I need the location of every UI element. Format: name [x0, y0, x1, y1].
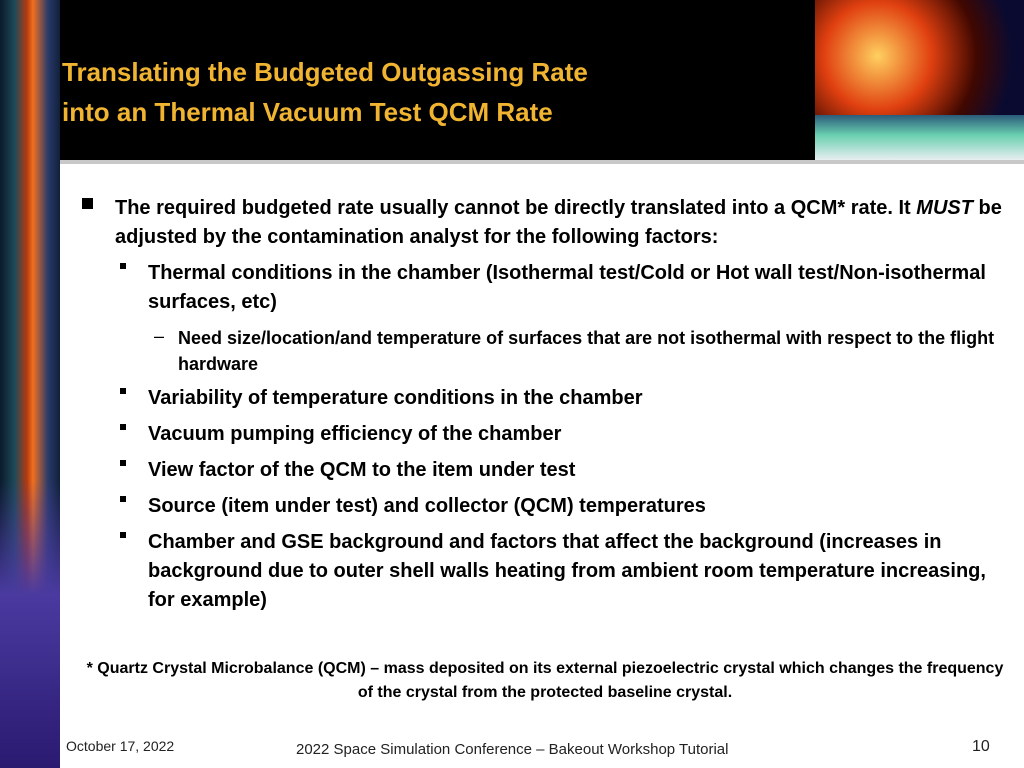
- sub-bullet: Vacuum pumping efficiency of the chamber: [120, 420, 1008, 449]
- footer-date: October 17, 2022: [66, 738, 175, 754]
- bullet-text: The required budgeted rate usually canno…: [115, 197, 917, 219]
- sub-bullet: Thermal conditions in the chamber (Isoth…: [120, 259, 1008, 317]
- decor-strip: [0, 480, 60, 768]
- header-band: [60, 0, 815, 160]
- bullet-list: The required budgeted rate usually canno…: [82, 194, 1015, 615]
- bullet: The required budgeted rate usually canno…: [82, 194, 1015, 252]
- sub-bullet: Chamber and GSE background and factors t…: [120, 528, 1008, 615]
- sub-bullet: Variability of temperature conditions in…: [120, 384, 1008, 413]
- sub-sub-bullet: Need size/location/and temperature of su…: [154, 323, 1008, 377]
- sub-bullet: Source (item under test) and collector (…: [120, 492, 1008, 521]
- bullet-text: be adjusted by the contamination analyst…: [115, 197, 1002, 248]
- bullet-text: MUST: [916, 197, 973, 219]
- title-line: Translating the Budgeted Outgassing Rate: [62, 57, 588, 87]
- footnote: * Quartz Crystal Microbalance (QCM) – ma…: [86, 660, 1004, 701]
- page-number: 10: [972, 738, 990, 755]
- footer-title: 2022 Space Simulation Conference – Bakeo…: [296, 741, 729, 758]
- title-line: into an Thermal Vacuum Test QCM Rate: [62, 97, 553, 127]
- divider: [60, 160, 1024, 164]
- header-image: [815, 115, 1024, 160]
- sub-bullet: View factor of the QCM to the item under…: [120, 456, 1008, 485]
- slide-title: Translating the Budgeted Outgassing Rate…: [62, 52, 588, 132]
